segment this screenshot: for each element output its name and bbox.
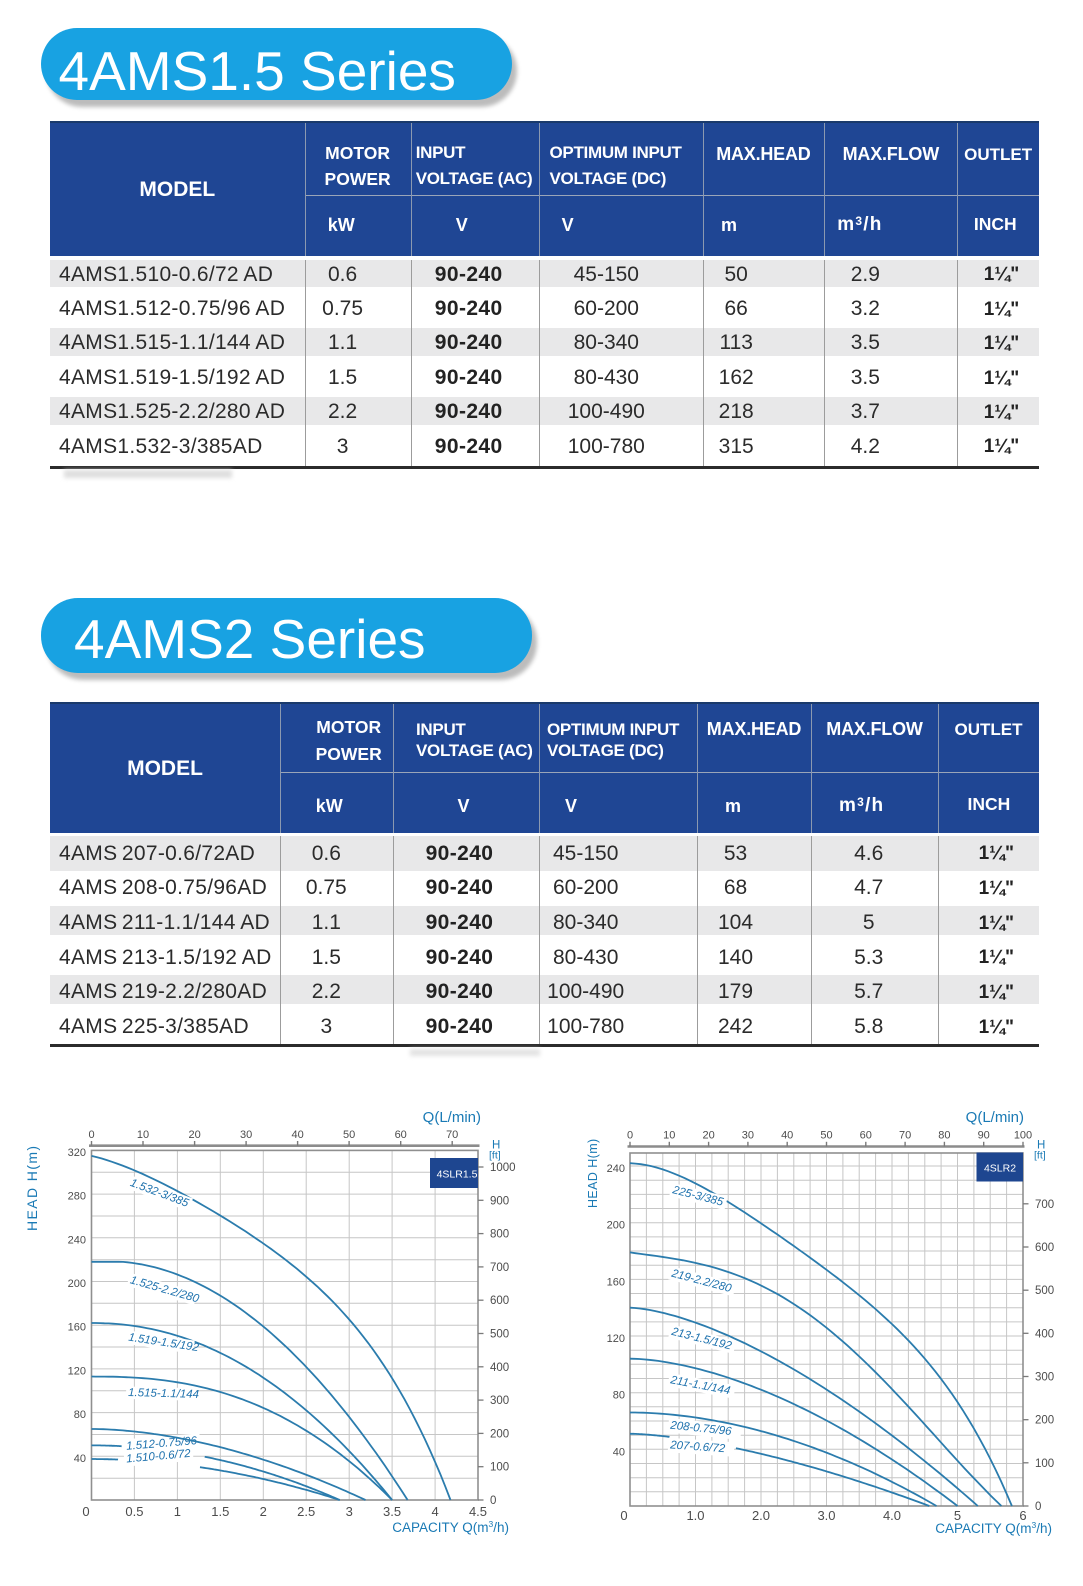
svg-text:80: 80: [613, 1390, 625, 1402]
svg-text:Q(L/min): Q(L/min): [423, 1109, 481, 1126]
svg-text:211-1.1/144: 211-1.1/144: [668, 1374, 731, 1397]
svg-text:1: 1: [174, 1504, 181, 1519]
svg-text:20: 20: [702, 1129, 714, 1141]
svg-text:H: H: [1037, 1140, 1045, 1152]
svg-text:10: 10: [663, 1129, 675, 1141]
svg-text:Q(L/min): Q(L/min): [966, 1109, 1024, 1126]
svg-text:400: 400: [490, 1362, 509, 1374]
svg-text:0: 0: [620, 1508, 627, 1523]
svg-text:120: 120: [607, 1333, 625, 1345]
svg-text:2.0: 2.0: [752, 1508, 770, 1523]
svg-text:70: 70: [446, 1129, 458, 1141]
svg-text:5: 5: [954, 1508, 961, 1523]
svg-text:207-0.6/72: 207-0.6/72: [669, 1439, 726, 1455]
svg-text:H: H: [492, 1140, 500, 1152]
svg-text:2.5: 2.5: [297, 1504, 315, 1519]
svg-text:50: 50: [343, 1129, 355, 1141]
svg-text:800: 800: [490, 1229, 509, 1241]
svg-text:4SLR1.5: 4SLR1.5: [437, 1169, 478, 1181]
svg-text:40: 40: [781, 1129, 793, 1141]
svg-text:200: 200: [1035, 1415, 1054, 1427]
svg-text:30: 30: [240, 1129, 252, 1141]
svg-text:100: 100: [1035, 1458, 1054, 1470]
svg-text:40: 40: [613, 1446, 625, 1458]
svg-text:600: 600: [1035, 1242, 1054, 1254]
svg-text:40: 40: [74, 1453, 86, 1465]
svg-text:200: 200: [607, 1220, 625, 1232]
svg-text:2: 2: [260, 1504, 267, 1519]
svg-text:240: 240: [68, 1234, 86, 1246]
svg-text:3.0: 3.0: [817, 1508, 835, 1523]
svg-text:400: 400: [1035, 1328, 1054, 1340]
svg-text:60: 60: [860, 1129, 872, 1141]
svg-text:80: 80: [74, 1409, 86, 1421]
svg-text:4.5: 4.5: [469, 1504, 487, 1519]
svg-text:1.515-1.1/144: 1.515-1.1/144: [128, 1387, 199, 1401]
svg-text:0: 0: [88, 1129, 94, 1141]
svg-text:0: 0: [627, 1129, 633, 1141]
svg-text:900: 900: [490, 1195, 509, 1207]
svg-text:320: 320: [68, 1147, 86, 1159]
svg-text:100: 100: [490, 1462, 509, 1474]
svg-text:300: 300: [1035, 1372, 1054, 1384]
svg-text:CAPACITY Q(m3/h): CAPACITY Q(m3/h): [935, 1520, 1052, 1536]
svg-text:6: 6: [1019, 1508, 1026, 1523]
svg-text:500: 500: [1035, 1285, 1054, 1297]
svg-text:200: 200: [68, 1278, 86, 1290]
svg-text:500: 500: [490, 1329, 509, 1341]
svg-text:90: 90: [978, 1129, 990, 1141]
svg-text:HEAD H(m): HEAD H(m): [24, 1145, 40, 1231]
svg-text:4: 4: [431, 1504, 438, 1519]
svg-text:80: 80: [938, 1129, 950, 1141]
svg-text:240: 240: [607, 1163, 625, 1175]
svg-text:40: 40: [291, 1129, 303, 1141]
svg-text:225-3/385: 225-3/385: [670, 1184, 725, 1209]
svg-text:3: 3: [346, 1504, 353, 1519]
svg-text:60: 60: [395, 1129, 407, 1141]
svg-text:[ft]: [ft]: [1034, 1150, 1046, 1162]
svg-text:0: 0: [1035, 1501, 1041, 1513]
svg-text:1.510-0.6/72: 1.510-0.6/72: [126, 1448, 192, 1466]
svg-text:1.519-1.5/192: 1.519-1.5/192: [128, 1332, 201, 1355]
svg-text:1.0: 1.0: [686, 1508, 704, 1523]
svg-text:1.5: 1.5: [211, 1504, 229, 1519]
svg-text:120: 120: [68, 1365, 86, 1377]
svg-text:160: 160: [68, 1322, 86, 1334]
svg-text:70: 70: [899, 1129, 911, 1141]
svg-text:300: 300: [490, 1395, 509, 1407]
svg-text:700: 700: [490, 1262, 509, 1274]
svg-text:HEAD H(m): HEAD H(m): [586, 1138, 600, 1208]
svg-text:4SLR2: 4SLR2: [984, 1163, 1016, 1175]
svg-text:[ft]: [ft]: [489, 1150, 501, 1162]
svg-text:160: 160: [607, 1276, 625, 1288]
svg-text:0: 0: [82, 1504, 89, 1519]
svg-text:600: 600: [490, 1295, 509, 1307]
svg-text:100: 100: [1014, 1129, 1032, 1141]
svg-text:3.5: 3.5: [383, 1504, 401, 1519]
svg-text:CAPACITY Q(m3/h): CAPACITY Q(m3/h): [392, 1519, 509, 1535]
svg-text:20: 20: [188, 1129, 200, 1141]
svg-text:200: 200: [490, 1428, 509, 1440]
svg-text:280: 280: [68, 1191, 86, 1203]
svg-text:1000: 1000: [490, 1162, 516, 1174]
svg-text:10: 10: [137, 1129, 149, 1141]
svg-text:700: 700: [1035, 1199, 1054, 1211]
svg-text:4.0: 4.0: [883, 1508, 901, 1523]
svg-text:30: 30: [742, 1129, 754, 1141]
svg-text:0.5: 0.5: [125, 1504, 143, 1519]
svg-text:0: 0: [490, 1495, 496, 1507]
svg-text:50: 50: [820, 1129, 832, 1141]
